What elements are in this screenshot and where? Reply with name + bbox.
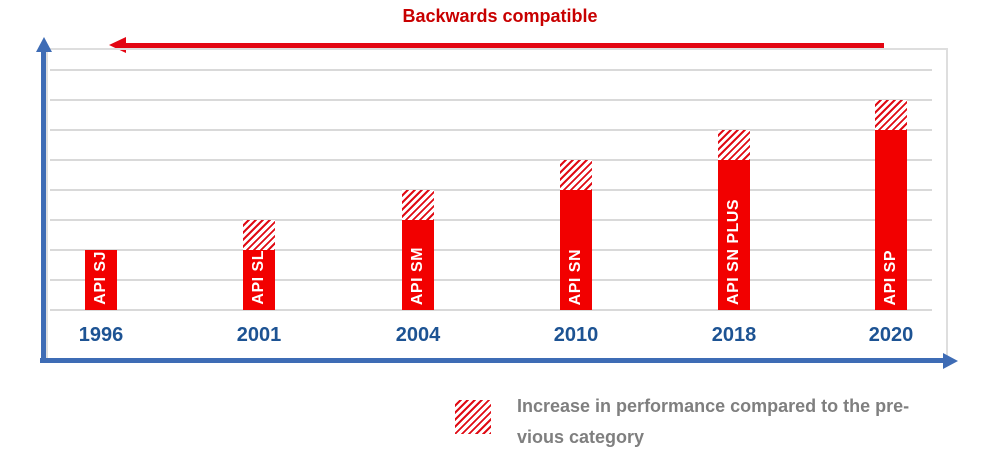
legend-text: Increase in performance compared to the … — [517, 391, 987, 453]
bar-label: API SM — [409, 246, 426, 305]
arrow-right-icon — [943, 353, 958, 369]
arrow-up-icon — [36, 37, 52, 52]
gridline — [50, 129, 932, 131]
legend-hatch-swatch — [455, 400, 491, 434]
legend-line-1: Increase in performance compared to the … — [517, 396, 910, 416]
x-axis — [40, 358, 945, 363]
bar-api-sn-plus: API SN PLUS — [718, 130, 750, 310]
x-axis-label-2004: 2004 — [395, 324, 441, 346]
bar-label: API SP — [882, 249, 899, 305]
legend-line-2: vious category — [517, 427, 645, 447]
bar-api-sl: API SL — [243, 220, 275, 310]
x-axis-label-1996: 1996 — [78, 324, 124, 346]
x-axis-label-2020: 2020 — [868, 324, 914, 346]
hatched-increase-segment — [718, 130, 750, 160]
gridline — [50, 69, 932, 71]
hatched-increase-segment — [560, 160, 592, 190]
hatched-increase-segment — [243, 220, 275, 250]
backwards-compatible-arrow — [124, 43, 884, 48]
x-axis-label-2010: 2010 — [553, 324, 599, 346]
gridline — [50, 219, 932, 221]
bar-label: API SJ — [92, 251, 109, 305]
hatched-increase-segment — [402, 190, 434, 220]
plot-area-frame — [46, 48, 948, 360]
gridline — [50, 189, 932, 191]
gridline — [50, 159, 932, 161]
bar-api-sm: API SM — [402, 190, 434, 310]
gridline — [50, 309, 932, 311]
gridline — [50, 279, 932, 281]
chart-title: Backwards compatible — [402, 6, 598, 26]
x-axis-label-2001: 2001 — [236, 324, 282, 346]
bar-label: API SN PLUS — [725, 199, 742, 305]
bar-api-sj: API SJ — [85, 250, 117, 310]
hatched-increase-segment — [875, 100, 907, 130]
y-axis — [41, 50, 46, 363]
x-axis-label-2018: 2018 — [711, 324, 757, 346]
gridline — [50, 99, 932, 101]
bar-label: API SL — [250, 250, 267, 305]
bar-api-sn: API SN — [560, 160, 592, 310]
bar-label: API SN — [567, 248, 584, 305]
bar-api-sp: API SP — [875, 100, 907, 310]
gridline — [50, 249, 932, 251]
